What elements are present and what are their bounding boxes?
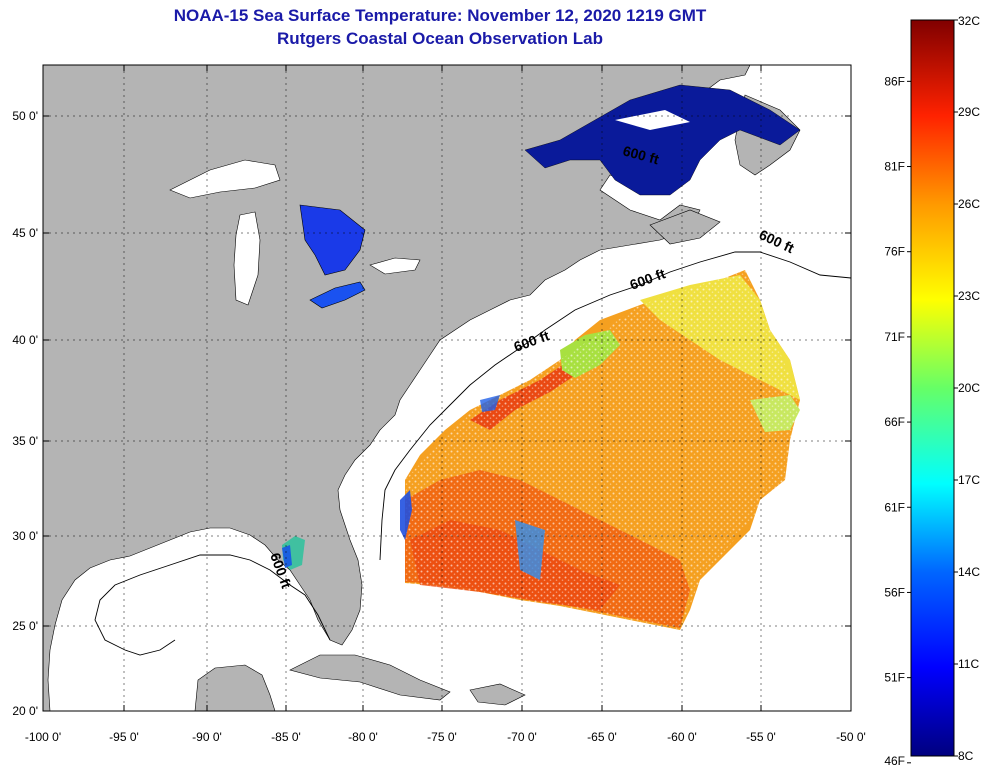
colorbar-celsius-label: 14C (958, 565, 980, 579)
colorbar-fahrenheit-label: 61F (884, 500, 905, 514)
lon-label: -65 0' (587, 730, 617, 744)
graticule (43, 65, 851, 711)
land-nova-scotia (649, 209, 721, 245)
lon-label: -95 0' (109, 730, 139, 744)
lon-label: -55 0' (746, 730, 776, 744)
colorbar-celsius-label: 8C (958, 749, 974, 763)
sst-cold-spots (400, 490, 412, 540)
sst-big-bend-blue (282, 545, 292, 568)
lat-label: 50 0' (12, 109, 38, 123)
colorbar-celsius-label: 17C (958, 473, 980, 487)
sst-gulf-st-lawrence (524, 84, 801, 196)
lake-superior (169, 159, 281, 199)
colorbar-fahrenheit-label: 51F (884, 671, 905, 685)
colorbar-fahrenheit-label: 76F (884, 245, 905, 259)
lon-label: -75 0' (427, 730, 457, 744)
colorbar-fahrenheit-label: 46F (884, 754, 905, 768)
land-hispaniola (469, 683, 526, 706)
colorbar-celsius-label: 20C (958, 381, 980, 395)
contour-600ft-gulf (94, 554, 331, 656)
colorbar-fahrenheit-label: 81F (884, 160, 905, 174)
colorbar (910, 19, 955, 757)
lat-label: 35 0' (12, 434, 38, 448)
colorbar-fahrenheit-label: 71F (884, 330, 905, 344)
colorbar-celsius-label: 29C (958, 105, 980, 119)
colorbar-celsius-label: 26C (958, 197, 980, 211)
lon-label: -70 0' (507, 730, 537, 744)
lat-label: 40 0' (12, 333, 38, 347)
lon-label: -85 0' (271, 730, 301, 744)
colorbar-fahrenheit-label: 66F (884, 415, 905, 429)
cloud-speckle (405, 270, 800, 630)
lat-label: 25 0' (12, 619, 38, 633)
map-title: NOAA-15 Sea Surface Temperature: Novembe… (173, 6, 707, 25)
lon-label: -100 0' (25, 730, 61, 744)
colorbar-celsius-label: 11C (958, 657, 979, 671)
lat-label: 30 0' (12, 529, 38, 543)
lat-label: 45 0' (12, 226, 38, 240)
lon-label: -60 0' (667, 730, 697, 744)
lon-label: -90 0' (192, 730, 222, 744)
contour-600ft-atlantic (379, 251, 851, 561)
sst-cold-spots-3 (515, 520, 545, 580)
colorbar-fahrenheit-label: 56F (884, 585, 905, 599)
colorbar-celsius-label: 32C (958, 14, 980, 28)
lon-label: -50 0' (836, 730, 866, 744)
land-anticosti (615, 110, 690, 130)
map-subtitle: Rutgers Coastal Ocean Observation Lab (277, 29, 603, 48)
land-cuba (289, 654, 451, 701)
lake-ontario (369, 257, 421, 275)
lat-label: 20 0' (12, 704, 38, 718)
lon-label: -80 0' (348, 730, 378, 744)
land-north-america (43, 65, 751, 711)
lake-erie (309, 281, 366, 309)
sst-cold-spots-2 (480, 395, 500, 412)
colorbar-fahrenheit-label: 86F (884, 74, 905, 88)
lake-michigan (233, 211, 261, 306)
colorbar-celsius-label: 23C (958, 289, 980, 303)
land-yucatan (194, 664, 276, 711)
map-frame (42, 64, 852, 712)
lake-huron (299, 204, 366, 276)
